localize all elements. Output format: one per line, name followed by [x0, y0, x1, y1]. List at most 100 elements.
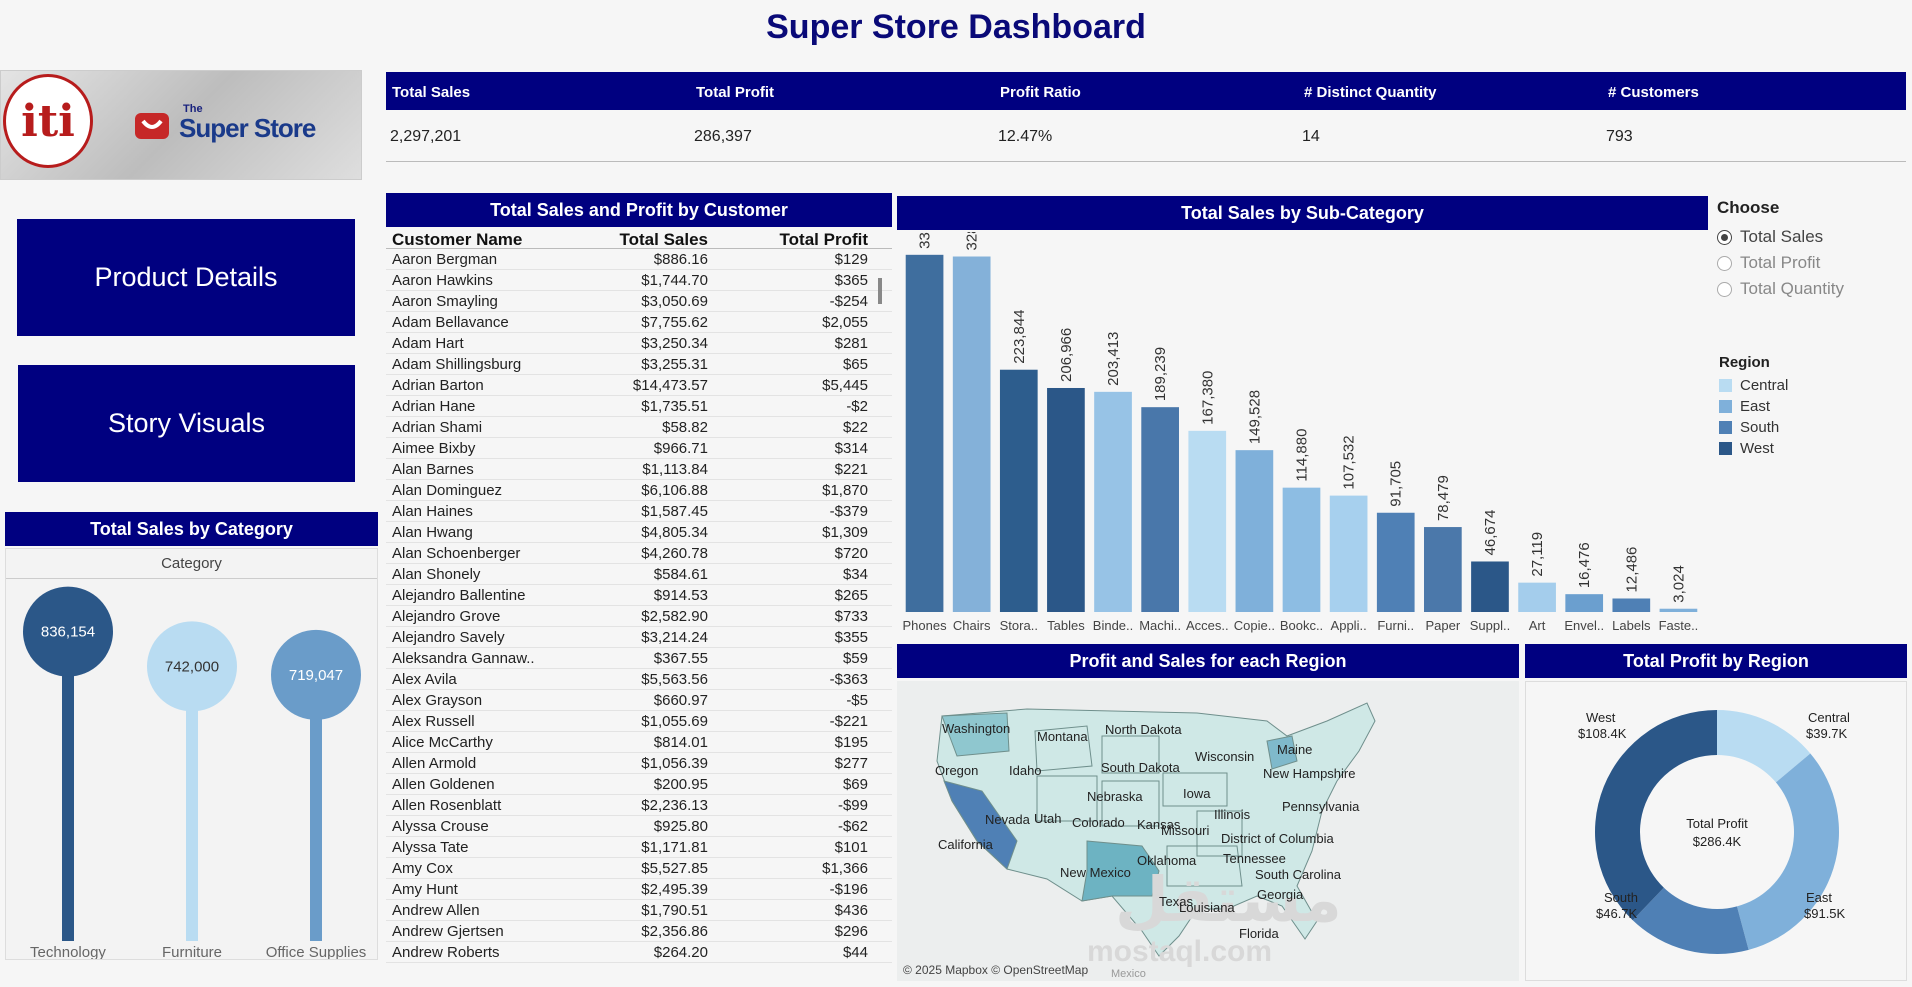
- table-row[interactable]: Alan Schoenberger $4,260.78 $720: [386, 543, 892, 564]
- bar-machi[interactable]: [1141, 407, 1179, 612]
- us-map[interactable]: مستقل mostaql.com Washington Oregon Montan…: [897, 681, 1519, 981]
- bar-chairs[interactable]: [952, 256, 991, 612]
- bar-envel[interactable]: [1565, 594, 1604, 612]
- table-row[interactable]: Alyssa Tate $1,171.81 $101: [386, 837, 892, 858]
- bar-furni[interactable]: [1376, 512, 1415, 612]
- legend-item[interactable]: Central: [1719, 375, 1899, 396]
- table-row[interactable]: Andrew Roberts $264.20 $44: [386, 942, 892, 963]
- bar-appli[interactable]: [1329, 495, 1368, 612]
- radio-icon[interactable]: [1717, 281, 1732, 297]
- bar-phones[interactable]: [905, 254, 944, 612]
- table-row[interactable]: Adrian Shami $58.82 $22: [386, 417, 892, 438]
- product-details-button[interactable]: Product Details: [17, 219, 355, 336]
- table-cell: Aimee Bixby: [392, 440, 476, 457]
- table-row[interactable]: Adam Hart $3,250.34 $281: [386, 333, 892, 354]
- map-attribution[interactable]: © 2025 Mapbox © OpenStreetMap: [903, 963, 1088, 977]
- bar-stora[interactable]: [999, 369, 1038, 612]
- table-row[interactable]: Alyssa Crouse $925.80 -$62: [386, 816, 892, 837]
- table-row[interactable]: Amy Hunt $2,495.39 -$196: [386, 879, 892, 900]
- bar-faste[interactable]: [1659, 608, 1698, 612]
- table-row[interactable]: Alice McCarthy $814.01 $195: [386, 732, 892, 753]
- bar-labels[interactable]: [1612, 598, 1651, 612]
- bar-paper[interactable]: [1424, 527, 1462, 612]
- customer-table-scrollbar[interactable]: [878, 278, 882, 304]
- table-row[interactable]: Alan Barnes $1,113.84 $221: [386, 459, 892, 480]
- table-row[interactable]: Alan Haines $1,587.45 -$379: [386, 501, 892, 522]
- table-row[interactable]: Alan Dominguez $6,106.88 $1,870: [386, 480, 892, 501]
- table-row[interactable]: Allen Goldenen $200.95 $69: [386, 774, 892, 795]
- table-cell: $129: [834, 251, 868, 268]
- bar-suppl[interactable]: [1471, 561, 1509, 612]
- state-label: Idaho: [1009, 763, 1042, 778]
- table-row[interactable]: Allen Rosenblatt $2,236.13 -$99: [386, 795, 892, 816]
- col-total-profit[interactable]: Total Profit: [779, 230, 868, 249]
- table-row[interactable]: Andrew Gjertsen $2,356.86 $296: [386, 921, 892, 942]
- radio-icon[interactable]: [1717, 255, 1732, 271]
- table-row[interactable]: Adrian Barton $14,473.57 $5,445: [386, 375, 892, 396]
- lollipop-officesupplies[interactable]: [271, 629, 361, 720]
- table-row[interactable]: Alan Hwang $4,805.34 $1,309: [386, 522, 892, 543]
- category-column-header: Category: [6, 549, 377, 579]
- legend-item[interactable]: South: [1719, 417, 1899, 438]
- kpi-label: # Customers: [1608, 84, 1699, 101]
- donut-slice-south[interactable]: [1632, 887, 1749, 954]
- lollipop-stem: [310, 674, 322, 941]
- choose-option[interactable]: Total Profit: [1717, 250, 1907, 276]
- table-row[interactable]: Alejandro Grove $2,582.90 $733: [386, 606, 892, 627]
- choose-option[interactable]: Total Quantity: [1717, 276, 1907, 302]
- legend-item[interactable]: East: [1719, 396, 1899, 417]
- table-row[interactable]: Alan Shonely $584.61 $34: [386, 564, 892, 585]
- donut-slice-central[interactable]: [1717, 710, 1811, 783]
- table-row[interactable]: Aimee Bixby $966.71 $314: [386, 438, 892, 459]
- table-row[interactable]: Adam Shillingsburg $3,255.31 $65: [386, 354, 892, 375]
- bar-copie[interactable]: [1235, 450, 1274, 612]
- col-customer-name[interactable]: Customer Name: [392, 230, 523, 248]
- lollipop-value-label: 836,154: [41, 624, 95, 641]
- lollipop-technology[interactable]: [23, 586, 113, 677]
- donut-slice-east[interactable]: [1736, 753, 1839, 950]
- col-total-sales[interactable]: Total Sales: [619, 230, 709, 249]
- table-row[interactable]: Aaron Hawkins $1,744.70 $365: [386, 270, 892, 291]
- table-row[interactable]: Alex Grayson $660.97 -$5: [386, 690, 892, 711]
- state-label: South Carolina: [1255, 867, 1342, 882]
- table-row[interactable]: Alejandro Ballentine $914.53 $265: [386, 585, 892, 606]
- donut-slice-name: West: [1586, 710, 1616, 725]
- story-visuals-button[interactable]: Story Visuals: [18, 365, 355, 482]
- table-row[interactable]: Amy Cox $5,527.85 $1,366: [386, 858, 892, 879]
- table-cell: Alyssa Crouse: [392, 818, 489, 835]
- table-cell: $277: [834, 755, 868, 772]
- bar-art[interactable]: [1518, 582, 1556, 612]
- table-cell: Alan Shonely: [392, 566, 481, 583]
- bar-category-label: Binde..: [1093, 618, 1133, 633]
- table-row[interactable]: Andrew Allen $1,790.51 $436: [386, 900, 892, 921]
- lollipop-furniture[interactable]: [147, 621, 237, 712]
- table-cell: $584.61: [653, 566, 708, 583]
- customer-table: Total Sales and Profit by Customer Custo…: [386, 193, 892, 963]
- table-row[interactable]: Alejandro Savely $3,214.24 $355: [386, 627, 892, 648]
- bar-binde[interactable]: [1094, 391, 1132, 612]
- table-row[interactable]: Alex Russell $1,055.69 -$221: [386, 711, 892, 732]
- kpi-value: 12.47%: [998, 128, 1053, 145]
- table-row[interactable]: Aleksandra Gannaw.. $367.55 $59: [386, 648, 892, 669]
- customer-table-body[interactable]: Aaron Bergman $886.16 $129 Aaron Hawkins $1,…: [386, 249, 892, 974]
- bar-value-label: 46,674: [1482, 510, 1499, 556]
- state-label: Kansas: [1137, 817, 1181, 832]
- table-row[interactable]: Adam Bellavance $7,755.62 $2,055: [386, 312, 892, 333]
- table-cell: Aleksandra Gannaw..: [392, 650, 535, 667]
- table-cell: $1,735.51: [641, 398, 708, 415]
- table-row[interactable]: Adrian Hane $1,735.51 -$2: [386, 396, 892, 417]
- table-row[interactable]: Aaron Bergman $886.16 $129: [386, 249, 892, 270]
- kpi-value: 14: [1302, 128, 1320, 145]
- bar-acces[interactable]: [1188, 430, 1227, 612]
- table-cell: $436: [834, 902, 868, 919]
- table-row[interactable]: Alex Avila $5,563.56 -$363: [386, 669, 892, 690]
- legend-item[interactable]: West: [1719, 438, 1899, 459]
- table-row[interactable]: Allen Armold $1,056.39 $277: [386, 753, 892, 774]
- choose-option[interactable]: Total Sales: [1717, 224, 1907, 250]
- donut-slice-west[interactable]: [1595, 710, 1717, 921]
- table-row[interactable]: Aaron Smayling $3,050.69 -$254: [386, 291, 892, 312]
- bar-bookc[interactable]: [1282, 487, 1321, 612]
- bar-tables[interactable]: [1047, 387, 1085, 612]
- table-cell: Adrian Barton: [392, 377, 484, 394]
- radio-icon[interactable]: [1717, 229, 1732, 245]
